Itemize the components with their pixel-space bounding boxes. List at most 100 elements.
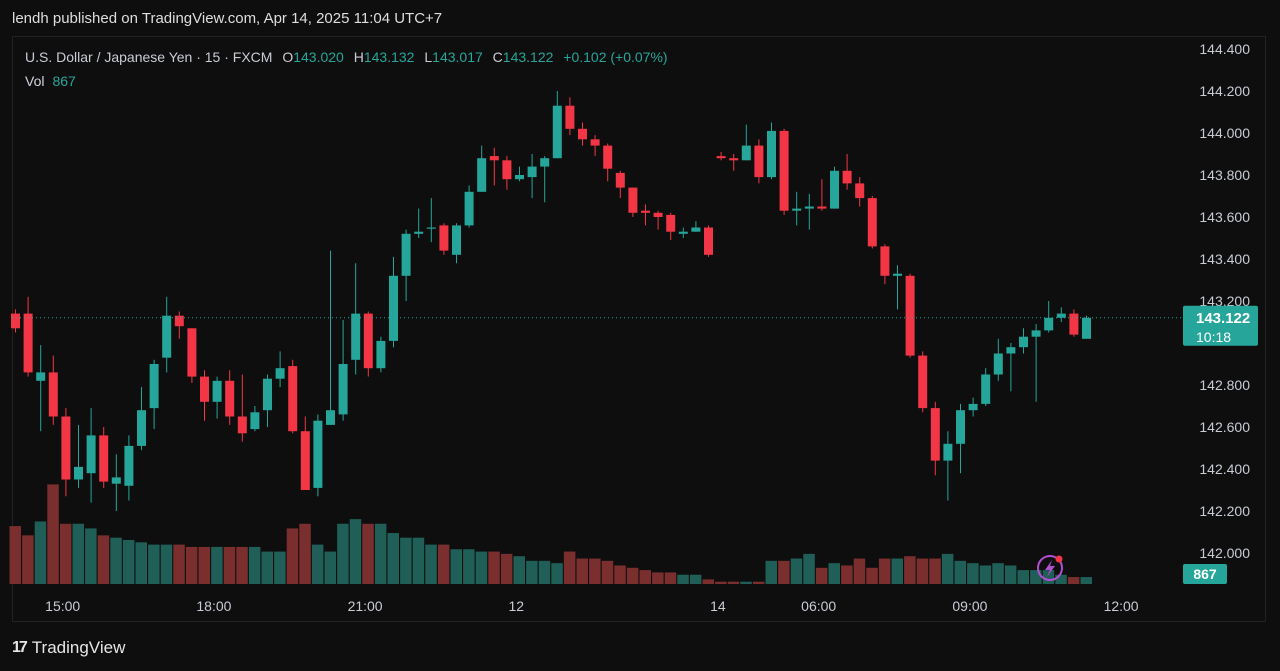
candle-body: [842, 170, 852, 184]
y-tick-label: 142.600: [1199, 419, 1250, 435]
candle-body: [704, 227, 713, 255]
open-label: O: [282, 49, 294, 65]
price-tag-value: 143.122: [1196, 310, 1250, 327]
volume-bar: [437, 544, 450, 584]
volume-bar: [425, 544, 437, 584]
candle-body: [275, 368, 285, 379]
volume-bar: [815, 567, 828, 584]
volume-bar: [72, 523, 84, 584]
candle-body: [666, 214, 676, 232]
candle-body: [99, 435, 109, 482]
close-value: 143.122: [502, 49, 554, 65]
y-tick-label: 143.800: [1199, 167, 1250, 183]
candle-body: [23, 313, 33, 373]
x-tick-label: 14: [710, 598, 726, 614]
candle-body: [817, 206, 827, 209]
volume-bar: [538, 560, 551, 584]
volume-bar: [1080, 577, 1092, 584]
tradingview-brand[interactable]: 17 TradingView: [12, 638, 125, 658]
volume-bar: [1042, 570, 1055, 584]
y-tick-label: 142.000: [1199, 545, 1250, 561]
candle-body: [162, 315, 172, 358]
candle-body: [779, 130, 789, 211]
x-tick-label: 18:00: [196, 598, 231, 614]
candle-body: [1019, 336, 1028, 348]
volume-bar: [891, 558, 903, 584]
candle-body: [426, 227, 436, 229]
candle-body: [565, 105, 575, 129]
volume-bar: [601, 560, 614, 584]
candle-body: [237, 416, 247, 434]
candle-body: [552, 105, 562, 159]
volume-bar: [954, 560, 966, 584]
volume-bar: [513, 556, 525, 584]
volume-bar: [59, 523, 72, 584]
candle-body: [48, 372, 58, 417]
volume-bar: [1055, 574, 1067, 584]
volume-bar: [387, 533, 399, 584]
candle-body: [1082, 317, 1091, 339]
volume-bar: [727, 581, 740, 584]
brand-label: TradingView: [31, 638, 126, 657]
y-tick-label: 144.000: [1199, 125, 1250, 141]
candle-body: [603, 145, 613, 169]
volume-bar: [337, 523, 349, 584]
volume-bar: [941, 553, 954, 584]
volume-bar: [715, 581, 727, 584]
chart-frame[interactable]: [12, 36, 1266, 622]
y-tick-label: 142.200: [1199, 503, 1250, 519]
volume-bar: [463, 549, 475, 584]
lightning-bolt-icon: [1045, 560, 1055, 577]
candle-body: [830, 170, 839, 209]
volume-bar: [828, 563, 840, 584]
volume-bar: [740, 581, 752, 584]
volume-bar: [211, 546, 223, 584]
volume-bar: [878, 558, 891, 584]
candle-body: [389, 275, 398, 341]
candle-body: [61, 416, 71, 480]
open-value: 143.020: [293, 49, 344, 65]
candle-body: [930, 408, 940, 461]
candle-body: [124, 445, 134, 486]
volume-bar: [324, 551, 336, 584]
candle-body: [452, 225, 461, 255]
candle-body: [174, 315, 184, 327]
volume-bar: [765, 560, 777, 584]
volume-bar: [122, 539, 135, 584]
candle-body: [1006, 347, 1016, 354]
candle-body: [981, 374, 991, 404]
x-tick-label: 12:00: [1104, 598, 1139, 614]
lightning-icon[interactable]: [1037, 555, 1063, 581]
volume-bar: [9, 526, 21, 584]
volume-bar: [148, 544, 160, 584]
candle-body: [414, 231, 424, 234]
volume-bar: [614, 565, 626, 584]
volume-bar: [362, 523, 374, 584]
symbol-label: U.S. Dollar / Japanese Yen · 15 · FXCM: [25, 49, 273, 65]
candle-body: [1056, 313, 1066, 318]
volume-bar: [664, 572, 677, 584]
volume-bar: [702, 579, 714, 584]
volume-bar: [929, 558, 941, 584]
candle-body: [300, 431, 310, 490]
volume-bar: [248, 546, 261, 584]
x-tick-label: 09:00: [952, 598, 987, 614]
volume-bar: [790, 558, 803, 584]
candle-body: [477, 158, 487, 192]
candle-body: [855, 183, 865, 199]
volume-bar: [412, 537, 425, 584]
candle-body: [111, 477, 121, 484]
y-tick-label: 143.200: [1199, 293, 1250, 309]
candle-body: [993, 353, 1003, 375]
x-tick-label: 15:00: [45, 598, 80, 614]
x-tick-label: 21:00: [348, 598, 383, 614]
candle-body: [767, 130, 776, 178]
volume-bar: [626, 567, 639, 584]
volume-bar: [173, 544, 185, 584]
candle-body: [880, 246, 890, 276]
candle-body: [956, 410, 965, 444]
volume-bar: [992, 563, 1004, 584]
publisher-text: lendh published on TradingView.com, Apr …: [12, 10, 443, 27]
candle-body: [263, 378, 272, 411]
